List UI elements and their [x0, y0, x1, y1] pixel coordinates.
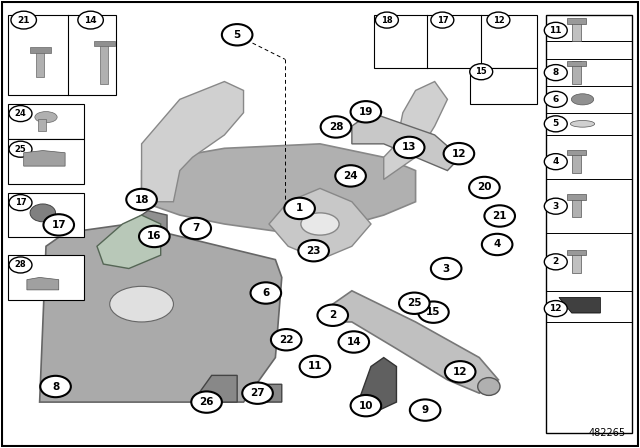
Polygon shape: [559, 297, 600, 313]
FancyBboxPatch shape: [8, 104, 84, 139]
Circle shape: [544, 22, 567, 39]
Text: 11: 11: [550, 26, 562, 35]
Circle shape: [351, 101, 381, 122]
Text: 4: 4: [552, 157, 559, 166]
Text: 21: 21: [17, 16, 30, 25]
Text: 17: 17: [436, 16, 448, 25]
Polygon shape: [97, 215, 161, 268]
Circle shape: [544, 254, 567, 270]
Ellipse shape: [572, 94, 594, 105]
Text: 23: 23: [307, 246, 321, 256]
Polygon shape: [250, 384, 282, 402]
FancyBboxPatch shape: [546, 15, 632, 433]
Ellipse shape: [477, 378, 500, 396]
Circle shape: [298, 240, 329, 261]
FancyBboxPatch shape: [572, 151, 581, 173]
Text: 18: 18: [381, 16, 393, 25]
Text: 3: 3: [442, 263, 450, 274]
Text: 13: 13: [402, 142, 417, 152]
Text: 2: 2: [553, 257, 559, 267]
Text: 482265: 482265: [589, 428, 626, 438]
FancyBboxPatch shape: [470, 68, 537, 104]
Circle shape: [191, 392, 222, 413]
Circle shape: [544, 301, 567, 317]
Polygon shape: [358, 358, 396, 411]
Text: 24: 24: [343, 171, 358, 181]
Text: 6: 6: [553, 95, 559, 104]
Circle shape: [9, 141, 32, 157]
Text: 25: 25: [15, 145, 26, 154]
Text: 12: 12: [453, 367, 467, 377]
Text: 27: 27: [250, 388, 265, 398]
Circle shape: [44, 214, 74, 236]
Circle shape: [444, 143, 474, 164]
FancyBboxPatch shape: [36, 50, 44, 77]
FancyBboxPatch shape: [572, 251, 581, 273]
Circle shape: [139, 226, 170, 247]
Text: 15: 15: [426, 307, 441, 317]
Circle shape: [544, 91, 567, 108]
Text: 8: 8: [553, 68, 559, 77]
Circle shape: [376, 12, 398, 28]
Circle shape: [399, 293, 429, 314]
Text: 1: 1: [296, 203, 303, 213]
Circle shape: [469, 177, 500, 198]
Text: 2: 2: [329, 310, 337, 320]
Text: 19: 19: [358, 107, 373, 117]
Polygon shape: [320, 291, 499, 393]
Text: 5: 5: [553, 119, 559, 128]
Circle shape: [418, 302, 449, 323]
Circle shape: [339, 332, 369, 353]
Circle shape: [544, 198, 567, 214]
Circle shape: [9, 257, 32, 273]
Circle shape: [40, 376, 71, 397]
FancyBboxPatch shape: [94, 41, 115, 46]
Circle shape: [544, 154, 567, 170]
Ellipse shape: [109, 286, 173, 322]
Circle shape: [243, 383, 273, 404]
Text: 8: 8: [52, 382, 59, 392]
Polygon shape: [269, 188, 371, 260]
Text: 15: 15: [476, 67, 487, 76]
Circle shape: [222, 24, 252, 45]
Polygon shape: [193, 375, 237, 402]
Ellipse shape: [35, 112, 57, 123]
Circle shape: [9, 106, 32, 121]
Ellipse shape: [570, 121, 595, 127]
Polygon shape: [384, 82, 447, 180]
Text: 28: 28: [329, 122, 343, 132]
Polygon shape: [141, 144, 415, 260]
Text: 22: 22: [279, 335, 294, 345]
FancyBboxPatch shape: [8, 15, 116, 95]
Circle shape: [335, 165, 366, 187]
FancyBboxPatch shape: [567, 60, 586, 66]
Text: 10: 10: [358, 401, 373, 411]
Text: 12: 12: [493, 16, 504, 25]
FancyBboxPatch shape: [567, 18, 586, 24]
Circle shape: [431, 258, 461, 279]
FancyBboxPatch shape: [8, 193, 84, 237]
Text: 12: 12: [550, 304, 562, 313]
Text: 14: 14: [84, 16, 97, 25]
Text: 16: 16: [147, 232, 161, 241]
Circle shape: [445, 361, 476, 383]
Text: 25: 25: [407, 298, 422, 308]
Circle shape: [11, 11, 36, 29]
Circle shape: [470, 64, 493, 80]
Polygon shape: [40, 224, 282, 402]
Polygon shape: [141, 82, 244, 202]
Circle shape: [410, 400, 440, 421]
Polygon shape: [352, 113, 460, 171]
Text: 5: 5: [234, 30, 241, 40]
Circle shape: [78, 11, 103, 29]
Ellipse shape: [301, 213, 339, 235]
Circle shape: [487, 12, 510, 28]
Circle shape: [484, 205, 515, 227]
Text: 21: 21: [492, 211, 507, 221]
Text: 11: 11: [308, 362, 322, 371]
FancyBboxPatch shape: [30, 47, 51, 52]
Text: 7: 7: [192, 224, 200, 233]
Polygon shape: [27, 277, 59, 290]
Circle shape: [482, 234, 513, 255]
